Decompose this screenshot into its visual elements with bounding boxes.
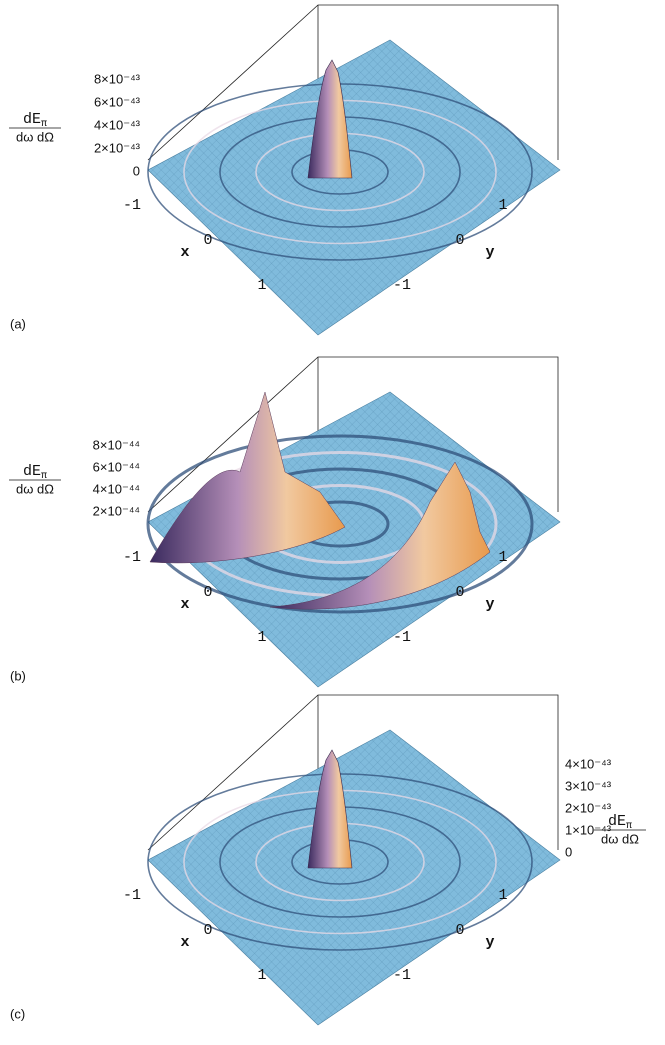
z-tick-label: 4×10⁻⁴³ <box>565 756 612 771</box>
x-tick-label: 0 <box>203 922 212 939</box>
y-axis-label: y <box>485 934 494 951</box>
y-tick-label: 0 <box>455 922 464 939</box>
z-axis-label: dEπ <box>23 111 47 130</box>
z-label-denominator: dω dΩ <box>16 481 54 496</box>
z-axis-label: dEπ <box>23 463 47 482</box>
x-tick-label: 1 <box>257 277 266 294</box>
z-tick-label: 3×10⁻⁴³ <box>565 778 612 793</box>
z-axis-label: dEπ <box>608 813 632 832</box>
x-axis-label: x <box>180 244 189 261</box>
z-tick-label: 2×10⁻⁴³ <box>94 140 141 155</box>
y-tick-label: 1 <box>498 887 507 904</box>
z-label-numerator: dE <box>23 111 41 128</box>
z-tick-label: 4×10⁻⁴⁴ <box>93 481 140 496</box>
panel-label: (a) <box>10 316 26 331</box>
y-axis-label: y <box>485 596 494 613</box>
y-tick-label: -1 <box>393 277 411 294</box>
y-tick-label: 0 <box>455 584 464 601</box>
z-tick-label: 6×10⁻⁴³ <box>94 94 141 109</box>
y-tick-label: 1 <box>498 549 507 566</box>
z-label-denominator: dω dΩ <box>16 129 54 144</box>
x-tick-label: -1 <box>123 549 141 566</box>
z-tick-label: 6×10⁻⁴⁴ <box>93 459 140 474</box>
panel-label: (c) <box>10 1006 25 1021</box>
y-tick-label: 1 <box>498 197 507 214</box>
z-tick-label: 8×10⁻⁴⁴ <box>93 437 140 452</box>
y-tick-label: -1 <box>393 629 411 646</box>
x-tick-label: 0 <box>203 584 212 601</box>
z-label-numerator: dE <box>23 463 41 480</box>
z-tick-label: 0 <box>565 844 572 859</box>
panel-label: (b) <box>10 668 26 683</box>
x-axis-label: x <box>180 596 189 613</box>
x-axis-label: x <box>180 934 189 951</box>
y-tick-label: -1 <box>393 967 411 984</box>
y-axis-label: y <box>485 244 494 261</box>
z-tick-label: 4×10⁻⁴³ <box>94 117 141 132</box>
z-tick-label: 1×10⁻⁴³ <box>565 822 612 837</box>
z-tick-label: 0 <box>133 163 140 178</box>
z-tick-label: 2×10⁻⁴⁴ <box>93 503 140 518</box>
x-tick-label: 0 <box>203 232 212 249</box>
z-tick-label: 2×10⁻⁴³ <box>565 800 612 815</box>
y-tick-label: 0 <box>455 232 464 249</box>
figure: dEπdω dΩ02×10⁻⁴³4×10⁻⁴³6×10⁻⁴³8×10⁻⁴³-10… <box>0 0 665 1045</box>
x-tick-label: -1 <box>123 197 141 214</box>
x-tick-label: 1 <box>257 629 266 646</box>
x-tick-label: -1 <box>123 887 141 904</box>
z-tick-label: 8×10⁻⁴³ <box>94 71 141 86</box>
x-tick-label: 1 <box>257 967 266 984</box>
